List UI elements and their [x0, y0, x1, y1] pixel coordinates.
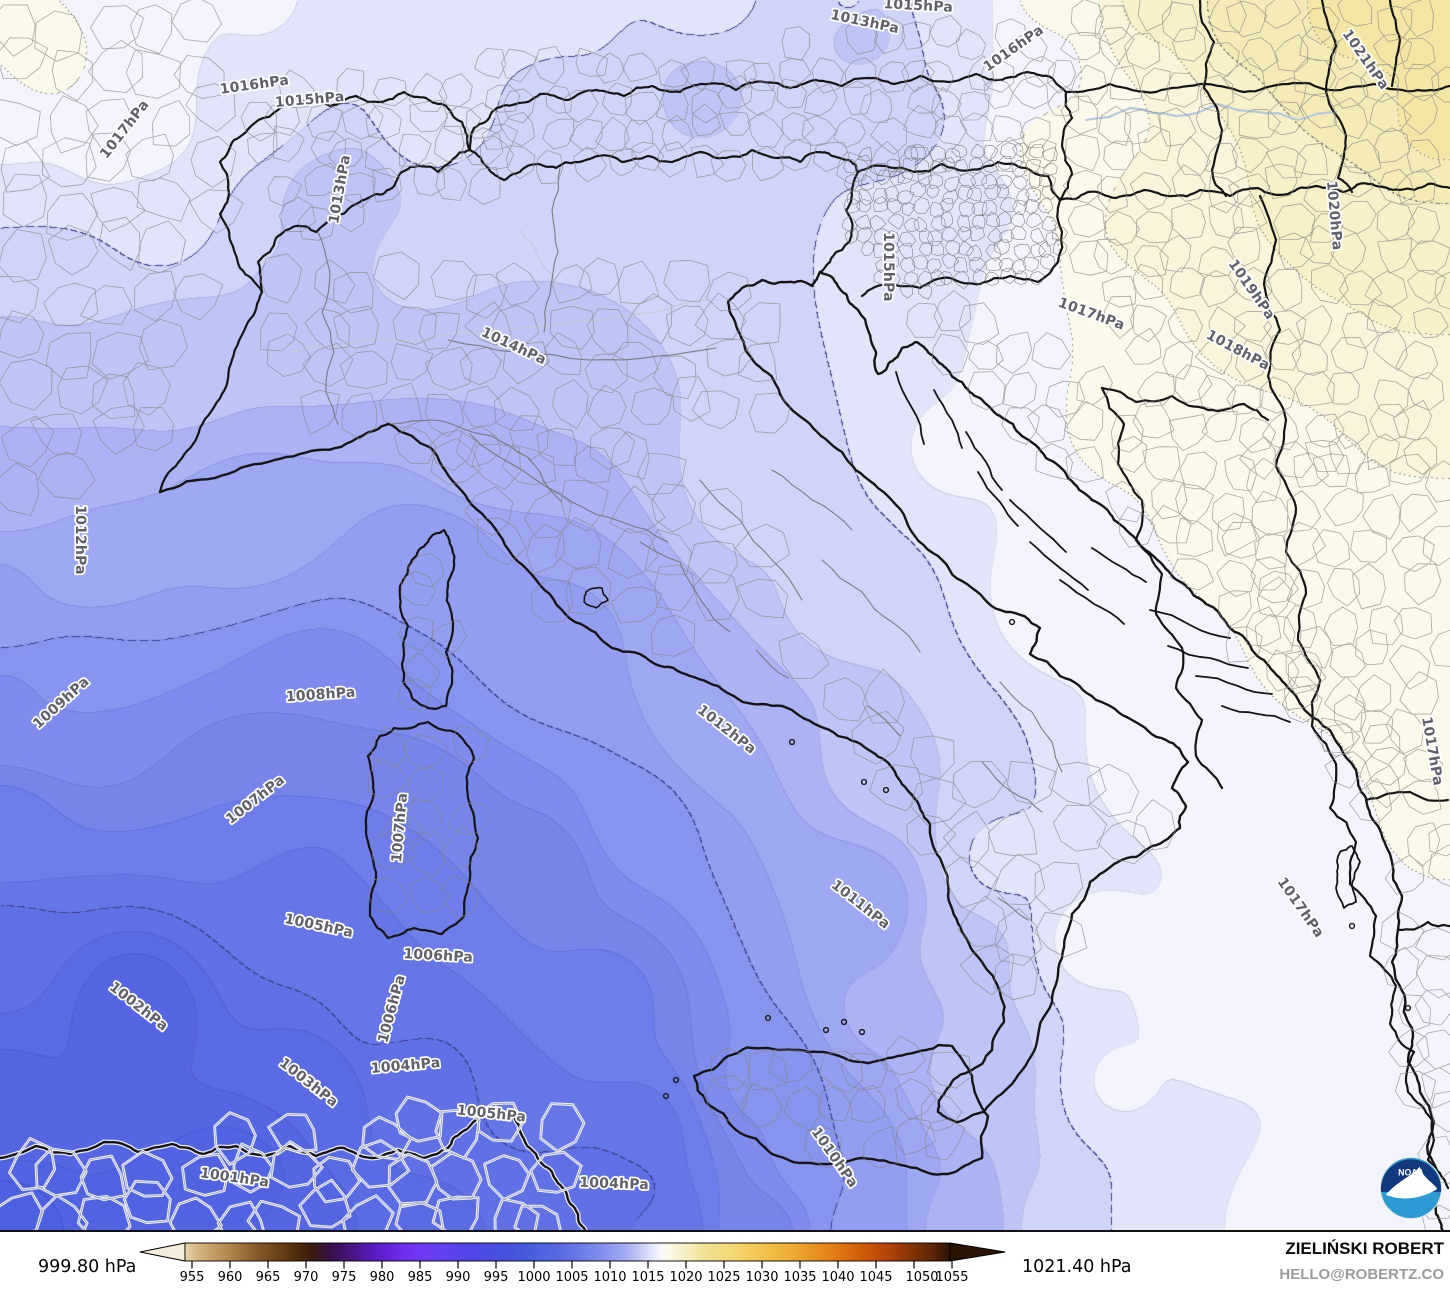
colorbar-tick-label: 1050 [905, 1270, 938, 1285]
credit-email: HELLO@ROBERTZ.CO [1279, 1266, 1444, 1283]
pressure-label: 1013hPa [326, 154, 354, 225]
pressure-label: 1004hPa [579, 1175, 649, 1193]
colorbar-tick-label: 960 [218, 1270, 243, 1285]
colorbar-tick-label: 965 [256, 1270, 281, 1285]
admin-regions-layer [0, 0, 1450, 1232]
pressure-label: 1001hPa [199, 1165, 270, 1191]
colorbar-tick-label: 1015 [631, 1270, 664, 1285]
pressure-label: 1009hPa [30, 674, 92, 733]
pressure-label: 1017hPa [1274, 875, 1327, 941]
footer-svg: 999.80 hPa 955 960 965 970 975 980 985 990 995 10… [38, 1239, 1445, 1285]
colorbar-tick-label: 1040 [821, 1270, 854, 1285]
pressure-label: 1010hPa [808, 1125, 861, 1191]
pressure-label: 1003hPa [276, 1055, 341, 1111]
colorbar-tick-label: 1005 [555, 1270, 588, 1285]
colorbar-tick-label: 1030 [745, 1270, 778, 1285]
pressure-label: 1002hPa [106, 979, 171, 1035]
pressure-label: 1008hPa [285, 685, 356, 706]
pressure-label: 1006hPa [375, 973, 408, 1044]
colorbar-footer: 999.80 hPa 955 960 965 970 975 980 985 990 995 10… [0, 1232, 1450, 1287]
noaa-logo-text: NOAA [1398, 1167, 1424, 1177]
colorbar-tick-label: 1025 [707, 1270, 740, 1285]
colorbar-tick-label: 990 [446, 1270, 471, 1285]
colorbar-tick-label: 1000 [517, 1270, 550, 1285]
pressure-label: 1012hPa [72, 505, 88, 575]
max-pressure-label: 1021.40 hPa [1022, 1257, 1132, 1277]
colorbar-tick-label: 955 [180, 1270, 205, 1285]
map-overlay: 1017hPa1016hPa1015hPa1013hPa1013hPa1015h… [0, 0, 1450, 1232]
colorbar-tick-label: 985 [408, 1270, 433, 1285]
noaa-logo: NOAA [1379, 1156, 1443, 1220]
borders-layer [0, 0, 1450, 1232]
colorbar-tick-label: 1020 [669, 1270, 702, 1285]
colorbar-tick-label: 1055 [935, 1270, 968, 1285]
pressure-label: 1005hPa [456, 1102, 527, 1125]
pressure-label: 1015hPa [880, 232, 896, 302]
pressure-label: 1017hPa [1418, 716, 1446, 787]
credit-name: ZIELIŃSKI ROBERT [1285, 1239, 1444, 1258]
colorbar-tick-label: 975 [332, 1270, 357, 1285]
colorbar-gradient [184, 1242, 951, 1262]
pressure-label: 1017hPa [1056, 295, 1127, 334]
pressure-label: 1007hPa [223, 772, 288, 828]
colorbar-tick-label: 980 [370, 1270, 395, 1285]
pressure-colorbar: 955 960 965 970 975 980 985 990 995 1000 1005 1010 1… [139, 1242, 1006, 1285]
colorbar-tick-label: 1010 [593, 1270, 626, 1285]
colorbar-tick-label: 1045 [859, 1270, 892, 1285]
noaa-gull-icon [1385, 1166, 1438, 1199]
colorbar-tick-label: 970 [294, 1270, 319, 1285]
pressure-map: 1017hPa 1016hPa 1015hPa 1013hPa 1013hPa 1015h… [0, 0, 1450, 1232]
pressure-label: 1012hPa [694, 702, 759, 758]
pressure-field-canvas [0, 0, 1450, 1232]
pressure-label: 1006hPa [403, 946, 473, 966]
pressure-label: 1017hPa [97, 97, 153, 162]
pressure-label: 1015hPa [883, 0, 953, 16]
pressure-label: 1005hPa [283, 911, 354, 941]
colorbar-tick-label: 1035 [783, 1270, 816, 1285]
pressure-label: 1011hPa [828, 877, 893, 933]
pressure-label: 1004hPa [370, 1055, 441, 1077]
min-pressure-label: 999.80 hPa [38, 1257, 136, 1277]
colorbar-tick-label: 995 [484, 1270, 509, 1285]
